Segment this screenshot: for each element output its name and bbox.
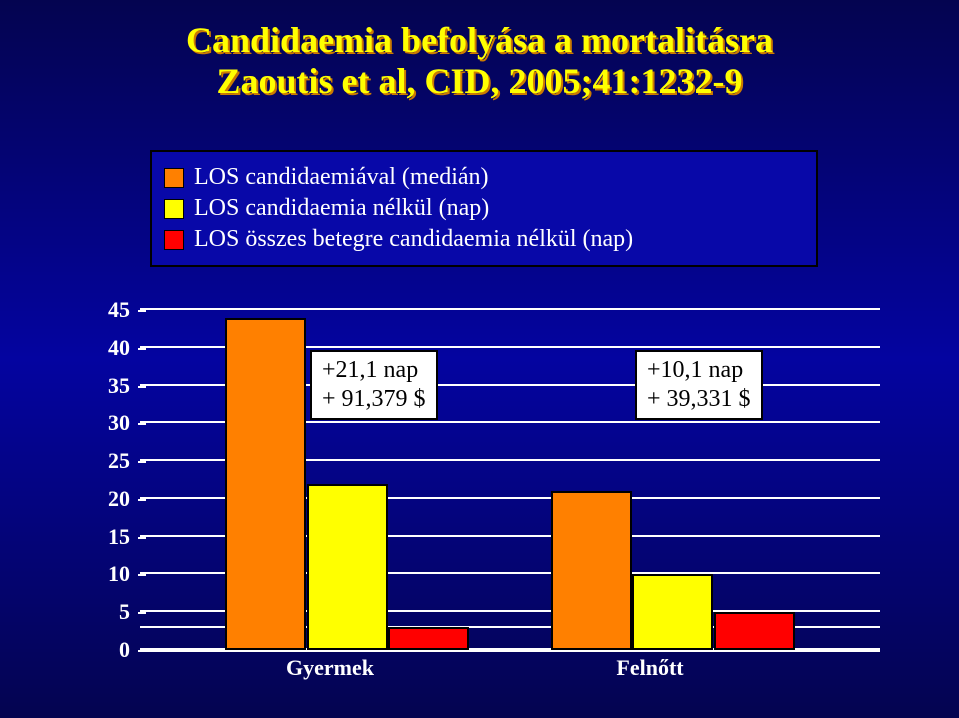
- plot-area: 051015202530354045: [140, 310, 880, 652]
- y-tick-label: 0: [90, 637, 130, 663]
- slide-title: Candidaemia befolyása a mortalitásra Zao…: [0, 20, 959, 103]
- bar: [714, 612, 795, 650]
- y-tick-label: 25: [90, 448, 130, 474]
- title-line2: Zaoutis et al, CID, 2005;41:1232-9: [0, 61, 959, 102]
- slide-root: Candidaemia befolyása a mortalitásra Zao…: [0, 0, 959, 718]
- legend-label: LOS összes betegre candidaemia nélkül (n…: [194, 226, 633, 253]
- gridline: [140, 308, 880, 310]
- bar: [388, 627, 469, 650]
- annotation-line: +21,1 nap: [322, 356, 426, 385]
- bar: [225, 318, 306, 650]
- y-tick-label: 35: [90, 373, 130, 399]
- legend-swatch: [164, 199, 184, 219]
- y-tick-label: 45: [90, 297, 130, 323]
- legend-label: LOS candidaemia nélkül (nap): [194, 195, 489, 222]
- bar-chart: 051015202530354045 Gyermek Felnőtt +21,1…: [80, 310, 880, 690]
- legend-item: LOS candidaemiával (medián): [164, 164, 804, 191]
- x-tick-label: Felnőtt: [550, 655, 750, 681]
- annotation-line: + 39,331 $: [647, 385, 751, 414]
- bar: [307, 484, 388, 650]
- annotation-line: + 91,379 $: [322, 385, 426, 414]
- x-tick-label: Gyermek: [230, 655, 430, 681]
- y-tick-label: 5: [90, 599, 130, 625]
- bar: [632, 574, 713, 650]
- legend-label: LOS candidaemiával (medián): [194, 164, 489, 191]
- y-tick-label: 30: [90, 410, 130, 436]
- y-tick-label: 20: [90, 486, 130, 512]
- y-tick-label: 15: [90, 524, 130, 550]
- legend-item: LOS candidaemia nélkül (nap): [164, 195, 804, 222]
- chart-annotation: +21,1 nap + 91,379 $: [310, 350, 438, 420]
- title-line1: Candidaemia befolyása a mortalitásra: [0, 20, 959, 61]
- legend-item: LOS összes betegre candidaemia nélkül (n…: [164, 226, 804, 253]
- annotation-line: +10,1 nap: [647, 356, 751, 385]
- bar: [551, 491, 632, 650]
- chart-annotation: +10,1 nap + 39,331 $: [635, 350, 763, 420]
- legend-swatch: [164, 230, 184, 250]
- y-tick-label: 10: [90, 561, 130, 587]
- chart-legend: LOS candidaemiával (medián) LOS candidae…: [150, 150, 818, 267]
- legend-swatch: [164, 168, 184, 188]
- y-tick-label: 40: [90, 335, 130, 361]
